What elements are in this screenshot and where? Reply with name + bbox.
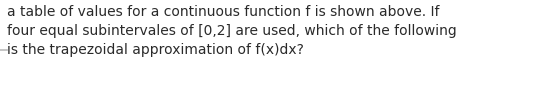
- Text: a table of values for a continuous function f is shown above. If
four equal subi: a table of values for a continuous funct…: [7, 5, 456, 57]
